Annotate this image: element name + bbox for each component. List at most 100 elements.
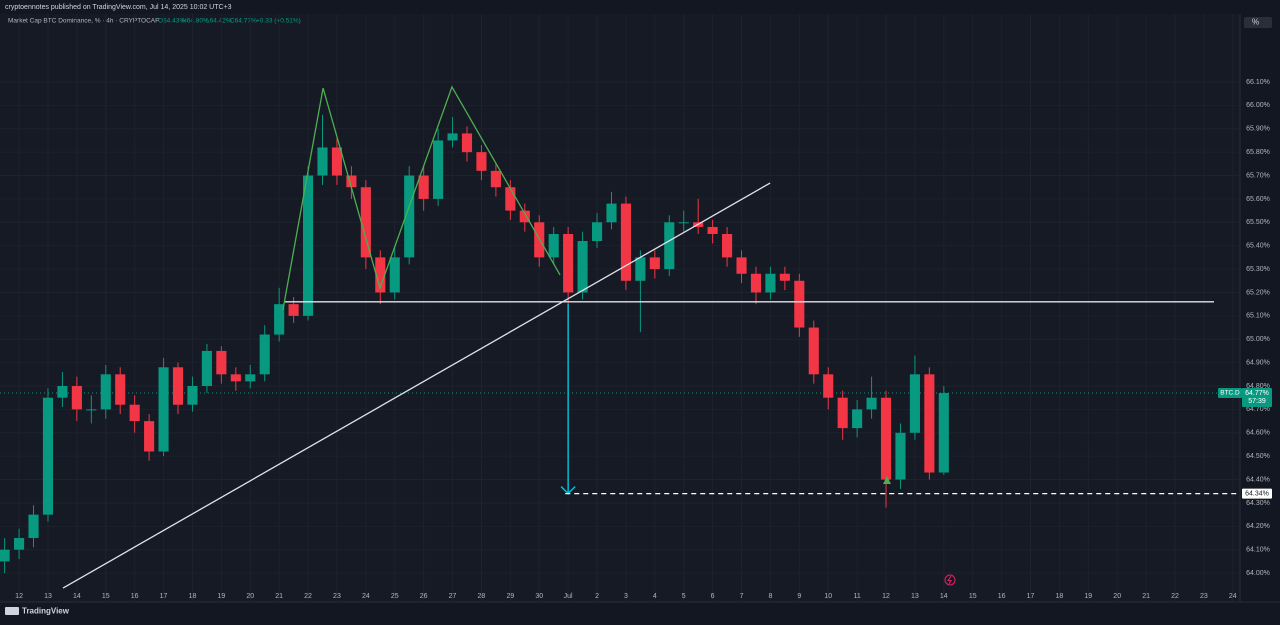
y-tick-label: 64.90% [1246,359,1270,366]
candle-body [129,404,140,422]
candle-body [404,175,415,258]
y-tick-label: 65.60% [1246,196,1270,203]
x-tick-label: 3 [624,593,628,600]
symbol-box [1218,388,1242,399]
x-tick-label: 12 [15,593,23,600]
candle-body [0,549,10,562]
candle-body [14,538,25,550]
pattern-marker [883,476,891,484]
y-tick-label: 66.10% [1246,79,1270,86]
x-tick-label: 18 [1056,593,1064,600]
x-tick-label: 25 [391,593,399,600]
symbol-label: BTC.D [1220,390,1240,397]
candle-body [57,386,68,398]
x-tick-label: 7 [740,593,744,600]
candle-body [649,257,660,270]
candle-body [100,374,111,410]
candle-body [490,170,501,188]
candle-body [808,327,819,375]
x-tick-label: 23 [333,593,341,600]
x-tick-label: 8 [768,593,772,600]
y-tick-label: 64.40% [1246,476,1270,483]
y-tick-label: 66.00% [1246,102,1270,109]
x-tick-label: 15 [102,593,110,600]
y-tick-label: 64.80% [1246,383,1270,390]
y-tick-label: 65.50% [1246,219,1270,226]
x-tick-label: 30 [535,593,543,600]
y-tick-label: 65.80% [1246,149,1270,156]
candle-body [591,222,603,242]
x-tick-label: 28 [478,593,486,600]
target-label: 64.34% [1245,490,1269,497]
candle-body [230,374,241,382]
candle-body [360,187,371,258]
candle-body [852,409,863,429]
x-tick-label: 12 [882,593,890,600]
candle-body [331,147,343,176]
candle-body [158,367,169,452]
footer-logo: TradingView [22,607,70,616]
candle-body [765,273,776,293]
x-tick-label: Jul [564,593,573,600]
candle-body [837,397,848,429]
x-tick-label: 14 [940,593,948,600]
scale-button[interactable] [1244,17,1272,28]
y-tick-label: 64.30% [1246,500,1270,507]
candle-body [722,233,733,258]
x-tick-label: 17 [160,593,168,600]
x-tick-label: 22 [1171,593,1179,600]
x-tick-label: 13 [911,593,919,600]
x-tick-label: 17 [1027,593,1035,600]
candle-body [375,257,386,293]
x-tick-label: 11 [853,593,860,600]
candle-body [519,210,530,223]
y-tick-label: 64.60% [1246,430,1270,437]
x-tick-label: 18 [189,593,197,600]
candle-body [461,133,473,153]
candle-body [707,226,718,234]
y-tick-label: 65.20% [1246,289,1270,296]
candle-body [736,257,747,274]
alert-icon[interactable] [944,574,956,586]
alert-bolt [947,575,952,585]
legend-ohlc: L64.42% [206,18,232,25]
candle-body [779,273,790,281]
candle-body [389,257,400,293]
x-tick-label: 13 [44,593,52,600]
x-tick-label: 19 [1084,593,1092,600]
y-tick-label: 64.00% [1246,570,1270,577]
y-tick-label: 64.20% [1246,523,1270,530]
candle-body [866,397,877,410]
candle-body [288,304,299,316]
candle-body [28,514,39,539]
last-price-label: 64.77% [1245,390,1269,397]
y-tick-label: 64.50% [1246,453,1270,460]
legend-ohlc: H64.80% [182,18,209,25]
candle-body [115,374,126,405]
scale-button-label[interactable]: % [1252,18,1259,27]
x-tick-label: 15 [969,593,977,600]
candle-body [823,374,834,398]
x-tick-label: 26 [420,593,428,600]
x-tick-label: 16 [131,593,139,600]
candle-body [172,367,184,405]
plot-area [0,14,1240,602]
candle-body [548,233,559,258]
x-tick-label: 24 [362,593,370,600]
candle-body [895,432,906,480]
legend: Market Cap BTC Dominance, % · 4h · CRYPT… [8,18,301,25]
candle-body [346,175,357,188]
candle-body [938,393,949,473]
candle-body [447,133,458,141]
x-tick-label: 29 [506,593,514,600]
y-tick-label: 65.30% [1246,266,1270,273]
legend-ohlc: C64.77% [230,18,257,25]
candle-body [187,386,198,405]
candle-body [259,334,270,375]
candle-body [86,409,97,411]
trend-line [62,182,771,589]
x-tick-label: 22 [304,593,312,600]
x-tick-label: 20 [1113,593,1121,600]
